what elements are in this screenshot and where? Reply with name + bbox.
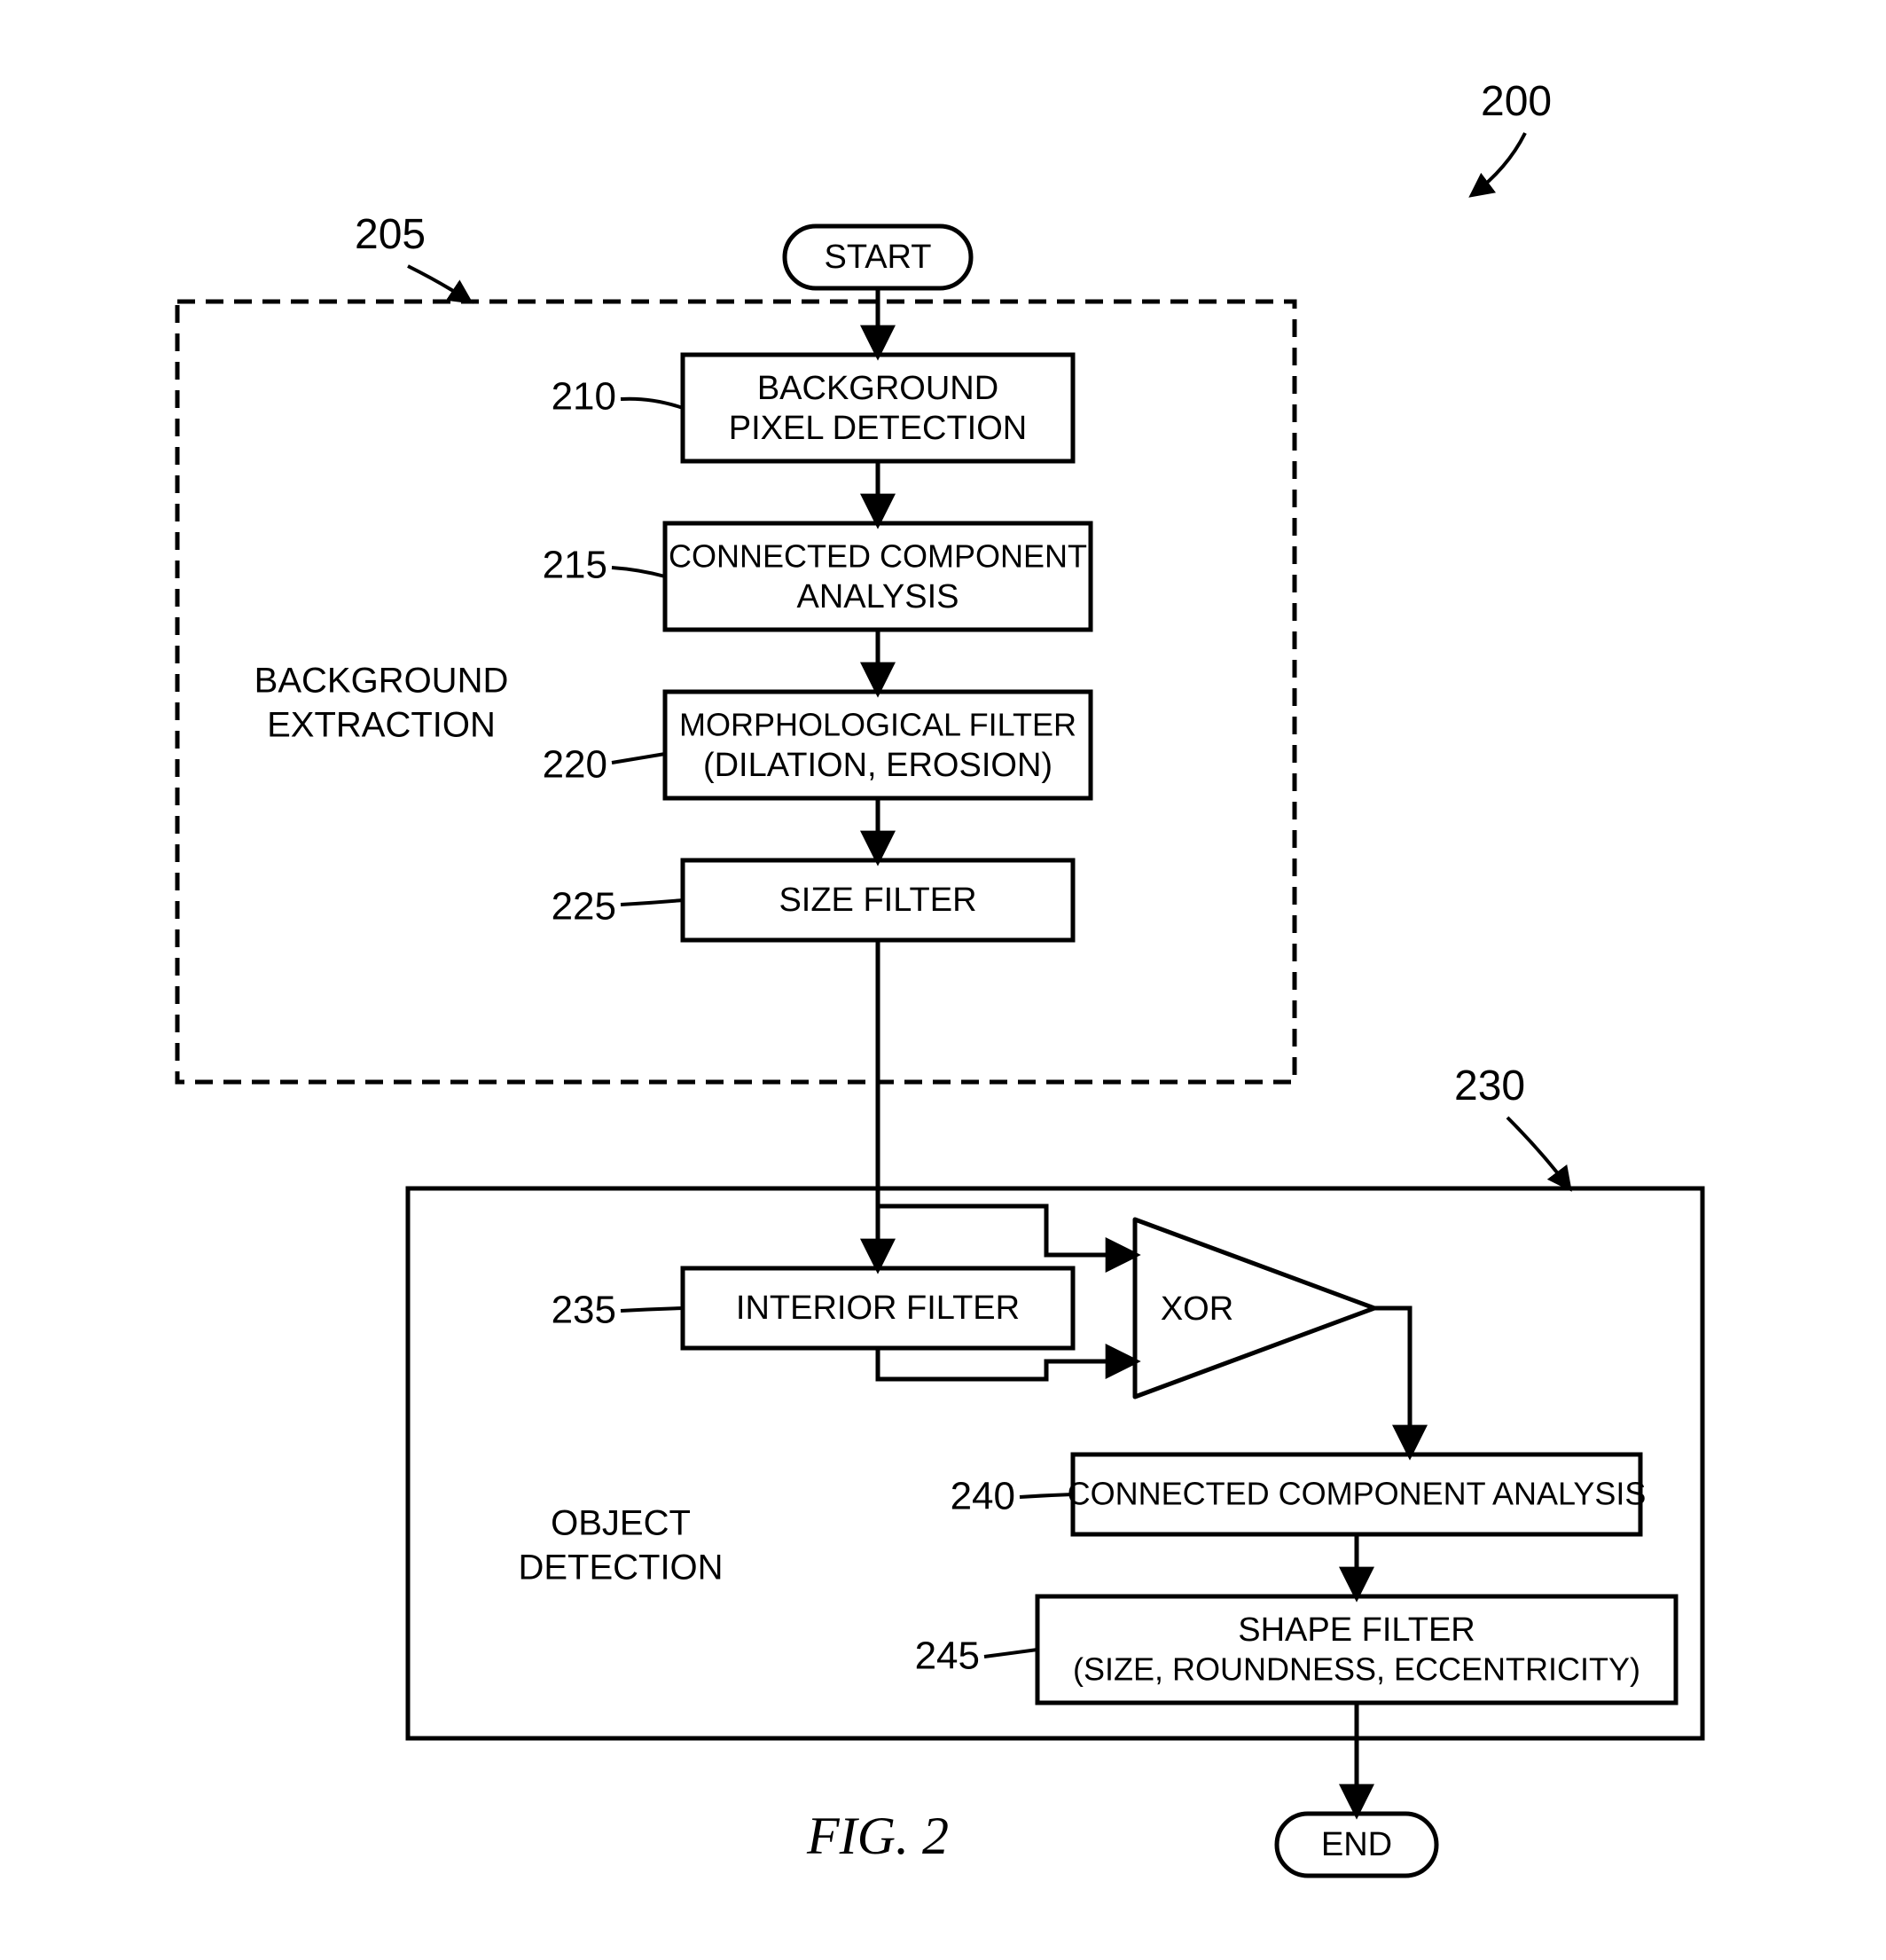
leader-225	[621, 900, 683, 905]
node-225-line1: SIZE FILTER	[779, 882, 976, 919]
node-245-line1: SHAPE FILTER	[1238, 1611, 1475, 1649]
node-240-line1: CONNECTED COMPONENT ANALYSIS	[1068, 1476, 1647, 1512]
leader-215	[612, 568, 665, 576]
leader-245	[984, 1650, 1037, 1657]
group-bg-label-line1: BACKGROUND	[254, 662, 509, 701]
group-bg-label-line2: EXTRACTION	[267, 706, 496, 745]
leader-235	[621, 1308, 683, 1311]
node-220-line2: (DILATION, EROSION)	[703, 747, 1053, 784]
leader-220	[612, 754, 665, 763]
leader-205	[408, 266, 470, 302]
group-obj-label-line2: DETECTION	[518, 1548, 723, 1588]
ref-215: 215	[543, 544, 607, 587]
ref-210: 210	[552, 375, 616, 419]
ref-205: 205	[355, 211, 426, 258]
edge-235-xor-bot	[878, 1348, 1135, 1379]
node-215-line1: CONNECTED COMPONENT	[669, 538, 1087, 575]
ref-245: 245	[915, 1635, 980, 1678]
node-245-line2: (SIZE, ROUNDNESS, ECCENTRICITY)	[1073, 1651, 1640, 1688]
flowchart-svg: 200 205 BACKGROUND EXTRACTION 230 OBJECT…	[0, 0, 1886, 1960]
ref-230: 230	[1454, 1062, 1525, 1109]
group-obj-label-line1: OBJECT	[551, 1504, 691, 1543]
leader-200	[1472, 133, 1525, 195]
node-215-line2: ANALYSIS	[796, 578, 959, 615]
node-220-line1: MORPHOLOGICAL FILTER	[679, 707, 1076, 743]
edge-branch-xor-top	[878, 1206, 1135, 1255]
node-210-line1: BACKGROUND	[757, 370, 998, 407]
ref-240: 240	[951, 1475, 1015, 1518]
start-label: START	[824, 239, 931, 276]
leader-240	[1020, 1494, 1073, 1497]
ref-200: 200	[1481, 78, 1552, 125]
node-235-line1: INTERIOR FILTER	[736, 1290, 1020, 1327]
node-210-line2: PIXEL DETECTION	[729, 410, 1027, 447]
end-label: END	[1321, 1826, 1392, 1863]
ref-225: 225	[552, 885, 616, 929]
edge-xor-240	[1374, 1308, 1410, 1454]
figure-caption: FIG. 2	[806, 1807, 949, 1865]
leader-230	[1507, 1117, 1569, 1188]
xor-label: XOR	[1161, 1290, 1233, 1328]
ref-220: 220	[543, 743, 607, 787]
ref-235: 235	[552, 1289, 616, 1332]
leader-210	[621, 399, 683, 408]
